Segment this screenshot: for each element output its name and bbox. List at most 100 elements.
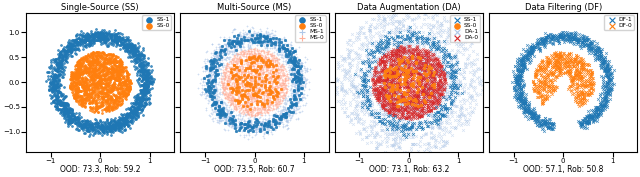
MS-1 [284, 107, 294, 110]
SS-1 [138, 85, 148, 88]
MS-1 [239, 48, 250, 51]
MS-1 [289, 74, 300, 77]
SS-1 [404, 36, 415, 39]
SS-0 [102, 93, 112, 96]
DA-0 [394, 97, 404, 100]
DA-0 [423, 61, 433, 64]
DF-1 [540, 117, 550, 120]
DA-0 [402, 59, 412, 62]
DA-1 [420, 99, 430, 102]
DA-0 [372, 78, 382, 81]
SS-0 [80, 105, 90, 108]
MS-1 [285, 114, 296, 117]
DF-0 [575, 73, 585, 76]
SS-0 [109, 68, 120, 71]
DA-1 [387, 75, 397, 78]
MS-0 [277, 97, 287, 100]
DA-0 [388, 91, 399, 94]
SS-0 [110, 59, 120, 61]
DA-1 [427, 15, 437, 18]
SS-1 [138, 108, 148, 111]
DF-0 [532, 73, 542, 76]
MS-1 [264, 41, 274, 43]
MS-1 [208, 72, 218, 75]
DA-0 [420, 64, 431, 67]
MS-1 [236, 39, 246, 42]
DA-1 [396, 141, 406, 144]
SS-1 [402, 127, 412, 130]
DA-1 [456, 123, 466, 126]
MS-1 [204, 79, 214, 82]
SS-1 [51, 58, 61, 61]
MS-1 [286, 43, 296, 46]
DA-1 [388, 16, 398, 18]
MS-1 [216, 44, 227, 47]
DA-1 [428, 90, 438, 93]
SS-1 [441, 64, 451, 67]
MS-0 [257, 67, 268, 70]
SS-1 [260, 37, 271, 40]
SS-1 [364, 65, 374, 67]
SS-1 [47, 90, 58, 92]
DA-1 [442, 61, 452, 64]
DA-1 [402, 16, 412, 19]
MS-0 [234, 57, 244, 60]
DF-0 [540, 80, 550, 82]
SS-1 [88, 36, 99, 39]
SS-1 [71, 128, 81, 131]
DA-0 [374, 88, 385, 91]
SS-1 [122, 116, 132, 119]
DA-1 [442, 74, 452, 77]
SS-1 [136, 66, 147, 69]
MS-0 [269, 72, 279, 75]
DA-0 [408, 71, 418, 74]
DA-0 [427, 75, 437, 77]
MS-0 [272, 76, 282, 79]
SS-1 [240, 123, 250, 126]
SS-0 [269, 98, 280, 101]
MS-0 [234, 65, 244, 68]
MS-1 [210, 96, 220, 99]
SS-0 [97, 85, 108, 88]
MS-0 [227, 67, 237, 69]
DF-0 [564, 69, 575, 72]
MS-1 [274, 115, 284, 118]
DF-1 [587, 115, 597, 118]
DA-0 [411, 91, 421, 94]
SS-1 [111, 35, 122, 38]
SS-0 [78, 57, 88, 59]
MS-0 [271, 72, 281, 75]
SS-0 [253, 56, 264, 59]
DA-0 [428, 61, 438, 64]
DF-1 [575, 121, 585, 124]
SS-0 [68, 86, 79, 89]
MS-0 [227, 95, 237, 98]
DA-1 [452, 93, 462, 96]
MS-1 [267, 119, 277, 122]
SS-0 [119, 82, 129, 85]
DA-0 [379, 72, 389, 75]
DA-1 [379, 47, 389, 50]
DA-0 [419, 90, 429, 93]
DA-0 [392, 65, 403, 68]
DA-0 [394, 90, 404, 93]
SS-1 [289, 94, 299, 97]
MS-1 [281, 39, 291, 42]
SS-0 [114, 70, 124, 73]
DF-1 [570, 34, 580, 36]
MS-1 [286, 94, 296, 97]
DA-0 [387, 103, 397, 106]
DF-1 [600, 107, 610, 110]
DA-1 [358, 122, 369, 125]
SS-1 [447, 76, 458, 79]
SS-1 [49, 79, 59, 82]
SS-1 [126, 108, 136, 111]
MS-1 [204, 78, 214, 81]
SS-1 [47, 86, 58, 89]
MS-0 [280, 95, 290, 98]
DA-1 [351, 51, 361, 54]
DA-1 [379, 96, 389, 99]
DA-0 [379, 99, 389, 101]
SS-1 [98, 39, 108, 42]
DF-0 [548, 71, 558, 74]
